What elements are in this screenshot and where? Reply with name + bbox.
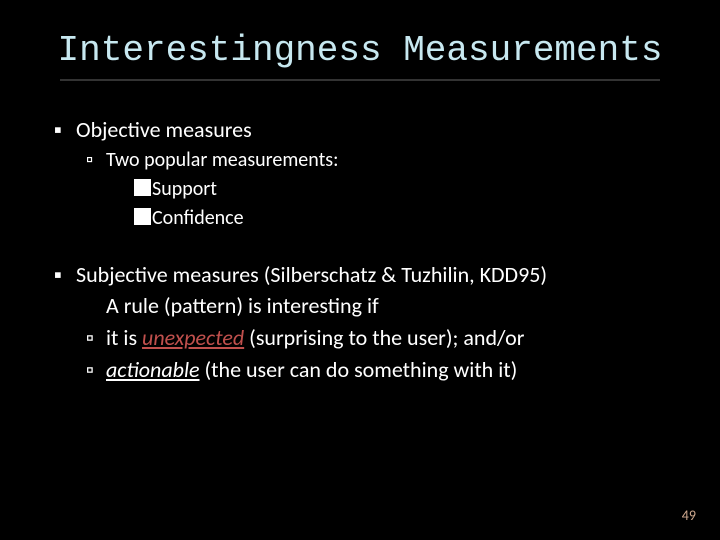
- bullet-support: Support: [50, 176, 670, 203]
- slide: Interestingness Measurements Objective m…: [0, 0, 720, 540]
- text-pre: it is: [106, 324, 142, 351]
- bullet-subjective: Subjective measures (Silberschatz & Tuzh…: [50, 260, 670, 290]
- bullet-text: Confidence: [152, 206, 244, 230]
- bullet-text: Two popular measurements:: [106, 148, 338, 172]
- emphasis-unexpected: unexpected: [142, 324, 244, 351]
- text-post: (surprising to the user); and/or: [244, 324, 524, 351]
- bullet-unexpected: it is unexpected (surprising to the user…: [50, 323, 670, 353]
- bullet-rule-interesting: A rule (pattern) is interesting if: [50, 291, 670, 321]
- bullet-two-popular: Two popular measurements:: [50, 147, 670, 174]
- page-number: 49: [682, 507, 696, 524]
- text-post: (the user can do something with it): [200, 356, 518, 383]
- title-underline: [60, 79, 660, 81]
- slide-title: Interestingness Measurements: [50, 30, 670, 71]
- bullet-text: Subjective measures (Silberschatz & Tuzh…: [76, 261, 547, 288]
- box-glyph-icon: [134, 208, 151, 225]
- bullet-confidence: Confidence: [50, 205, 670, 232]
- bullet-actionable: actionable (the user can do something wi…: [50, 355, 670, 385]
- bullet-text: Support: [152, 177, 217, 201]
- spacer: [50, 234, 670, 260]
- bullet-objective: Objective measures: [50, 115, 670, 145]
- slide-content: Objective measures Two popular measureme…: [50, 115, 670, 384]
- box-glyph-icon: [134, 179, 151, 196]
- bullet-text: A rule (pattern) is interesting if: [106, 292, 379, 319]
- bullet-text: Objective measures: [76, 116, 252, 143]
- emphasis-actionable: actionable: [106, 356, 200, 383]
